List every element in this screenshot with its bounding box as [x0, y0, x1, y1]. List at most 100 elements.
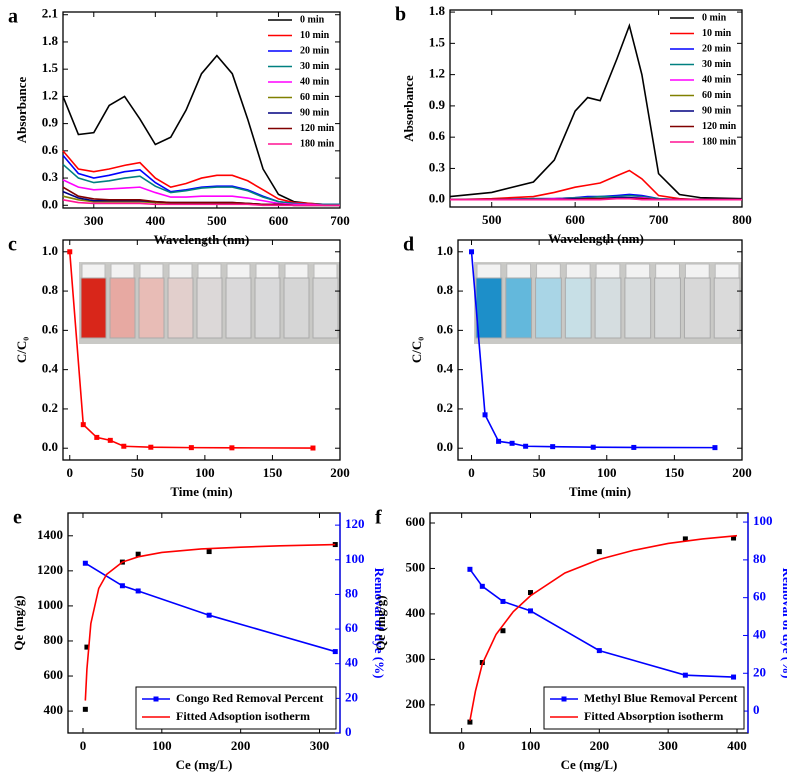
- x-tick-label: 200: [590, 738, 610, 753]
- legend-label: Methyl Blue Removal Percent: [584, 691, 737, 705]
- y-tick-label: 1.2: [42, 87, 58, 102]
- panel: 300 400 500 600 7000.00.30.60.91.21.51.82.1W…: [8, 6, 350, 247]
- data-point: [67, 249, 73, 255]
- y-tick-label: 0.4: [42, 361, 59, 376]
- x-axis-label: Ce (mg/L): [561, 757, 618, 772]
- vial-cap: [655, 263, 680, 279]
- legend-label: 180 min: [300, 138, 335, 149]
- y-tick-label: 0.0: [437, 439, 453, 454]
- x-tick-label: 200: [330, 465, 350, 480]
- y2-tick-label: 0: [753, 702, 760, 717]
- panel: 0 100 200 300 400 600 800 1000 1200 1400 0 20 40 60 80…: [11, 507, 387, 772]
- series-line: [62, 199, 340, 207]
- vial-cap: [714, 263, 740, 279]
- y-tick-label: 1000: [37, 597, 63, 612]
- vial-cap: [255, 263, 280, 279]
- vial: [109, 277, 136, 339]
- series-line: [84, 543, 336, 701]
- vial: [505, 277, 533, 339]
- data-point: [550, 444, 556, 450]
- y-tick-label: 400: [44, 702, 64, 717]
- data-point: [469, 249, 475, 255]
- vial: [138, 277, 165, 339]
- vial: [283, 277, 310, 339]
- y-tick-label: 1.5: [429, 34, 446, 49]
- vial: [654, 277, 681, 339]
- legend-label: Fitted Adsoption isotherm: [176, 709, 310, 723]
- data-point: [527, 590, 533, 596]
- vial: [535, 277, 562, 339]
- panel: 0 50 100 150 200 0.0 0.2 0.4 0.6 0.8 1.0 Time (min)…: [403, 234, 752, 499]
- data-point: [107, 437, 113, 443]
- vial-cap: [197, 263, 222, 279]
- data-point: [82, 706, 88, 712]
- vial-cap: [625, 263, 651, 279]
- data-point: [500, 628, 506, 634]
- x-tick-label: 0: [468, 465, 475, 480]
- data-point: [596, 648, 602, 654]
- y2-tick-label: 60: [753, 589, 766, 604]
- x-tick-label: 600: [269, 213, 289, 228]
- data-point: [135, 551, 141, 557]
- legend-label: 30 min: [300, 61, 330, 72]
- x-tick-label: 700: [330, 213, 350, 228]
- y-tick-label: 1.0: [42, 243, 58, 258]
- x-tick-label: 0: [458, 738, 465, 753]
- legend-label: 20 min: [702, 43, 732, 54]
- y2-tick-label: 60: [345, 620, 358, 635]
- x-tick-label: 100: [152, 738, 172, 753]
- y-axis-label: Qe (mg/g): [373, 595, 388, 650]
- series-line: [449, 22, 743, 200]
- data-point: [731, 674, 737, 680]
- x-tick-label: 200: [732, 465, 752, 480]
- legend-box: [543, 686, 745, 730]
- y-tick-label: 1.8: [42, 33, 59, 48]
- y2-tick-label: 40: [753, 626, 766, 641]
- y-tick-label: 0.0: [42, 196, 58, 211]
- data-point: [84, 644, 90, 650]
- data-point: [496, 438, 502, 444]
- x-tick-label: 50: [533, 465, 546, 480]
- x-tick-label: 300: [84, 213, 104, 228]
- plot-frame: [457, 239, 743, 461]
- legend-label: 30 min: [702, 59, 732, 70]
- data-point: [596, 549, 602, 555]
- vial: [254, 277, 281, 339]
- series-line: [62, 54, 340, 206]
- data-point: [482, 412, 488, 418]
- data-point: [523, 443, 529, 449]
- x-axis-label: Time (min): [569, 484, 631, 499]
- y-tick-label: 0.6: [42, 142, 59, 157]
- legend-label: 60 min: [702, 90, 732, 101]
- x-tick-label: 100: [195, 465, 215, 480]
- vial-cap: [476, 263, 502, 279]
- y-tick-label: 0.0: [429, 191, 445, 206]
- legend-label: 0 min: [300, 14, 325, 25]
- y-tick-label: 200: [406, 696, 426, 711]
- y2-tick-label: 20: [345, 689, 358, 704]
- series-line: [62, 154, 340, 206]
- data-point: [206, 612, 212, 618]
- vial: [683, 277, 711, 339]
- x-tick-label: 300: [310, 738, 330, 753]
- series-line: [449, 169, 742, 201]
- vial: [312, 277, 339, 339]
- y2-tick-label: 0: [345, 724, 352, 739]
- y-tick-label: 0.2: [437, 400, 453, 415]
- data-point: [82, 560, 88, 566]
- vial-cap: [506, 263, 532, 279]
- x-tick-label: 150: [665, 465, 685, 480]
- vial: [624, 277, 652, 339]
- y-tick-label: 500: [406, 559, 426, 574]
- y-tick-label: 0.9: [429, 97, 446, 112]
- x-tick-label: 150: [263, 465, 283, 480]
- y-tick-label: 0.6: [42, 321, 59, 336]
- data-point: [479, 583, 485, 589]
- data-point: [332, 649, 338, 655]
- x-tick-label: 500: [482, 212, 502, 227]
- x-tick-label: 600: [565, 212, 585, 227]
- x-axis-label: Time (min): [170, 484, 232, 499]
- data-point: [682, 536, 688, 542]
- vial-cap: [313, 263, 338, 279]
- y-tick-label: 0.8: [42, 282, 59, 297]
